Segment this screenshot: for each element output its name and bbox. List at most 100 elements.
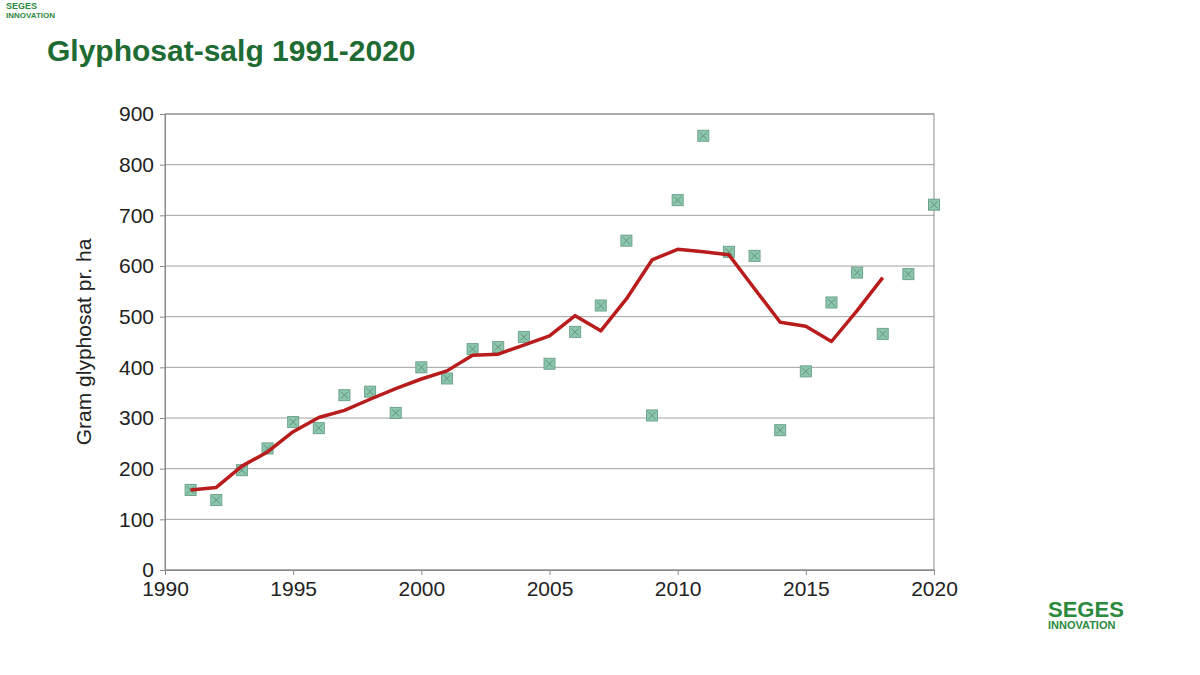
grid-line <box>165 519 934 520</box>
point-cross <box>905 271 912 278</box>
x-tick-mark <box>421 570 422 575</box>
point-group <box>621 235 632 246</box>
point <box>800 366 811 377</box>
point-group <box>313 423 324 434</box>
x-tick-label: 2020 <box>911 577 958 600</box>
y-tick: 0 <box>142 558 165 581</box>
point-cross <box>213 497 220 504</box>
point-group <box>595 300 606 311</box>
point-cross <box>802 368 809 375</box>
point-cross <box>777 427 784 434</box>
point <box>493 342 504 353</box>
point-cross <box>751 252 758 259</box>
y-tick-mark <box>160 418 165 419</box>
point <box>903 269 914 280</box>
point-group <box>647 410 658 421</box>
grid <box>165 114 934 570</box>
y-tick-label: 300 <box>119 406 154 429</box>
x-tick: 1995 <box>270 570 317 600</box>
x-tick-label: 1995 <box>270 577 317 600</box>
point <box>518 331 529 342</box>
point <box>621 235 632 246</box>
point-cross <box>443 375 450 382</box>
y-tick-mark <box>160 367 165 368</box>
point-group <box>416 362 427 373</box>
point-group <box>211 495 222 506</box>
grid-line <box>165 266 934 267</box>
point-group <box>826 297 837 308</box>
point-cross <box>597 302 604 309</box>
point <box>775 425 786 436</box>
plot-area <box>185 130 939 505</box>
point <box>852 267 863 278</box>
point-group <box>852 267 863 278</box>
point <box>570 326 581 337</box>
x-tick: 2020 <box>911 570 958 600</box>
point-cross <box>572 328 579 335</box>
grid-line <box>165 215 934 216</box>
trend-line <box>191 249 883 490</box>
point-group <box>570 326 581 337</box>
logo-subtitle: INNOVATION <box>1048 619 1115 631</box>
point-group <box>467 344 478 355</box>
y-tick-mark <box>160 469 165 470</box>
x-tick: 2005 <box>527 570 574 600</box>
plot-frame <box>165 114 934 570</box>
point <box>416 362 427 373</box>
point-cross <box>879 330 886 337</box>
grid-line <box>165 468 934 469</box>
y-tick: 300 <box>119 406 165 429</box>
x-tick-mark <box>678 570 679 575</box>
point-group <box>441 373 452 384</box>
x-tick: 2000 <box>398 570 445 600</box>
y-tick-label: 200 <box>119 457 154 480</box>
point-group <box>877 328 888 339</box>
point-group <box>339 390 350 401</box>
y-tick: 900 <box>119 102 165 125</box>
y-tick-label: 800 <box>119 153 154 176</box>
x-tick-mark <box>934 570 935 575</box>
x-tick-label: 2010 <box>655 577 702 600</box>
point <box>211 495 222 506</box>
x-axis: 1990199520002005201020152020 <box>142 570 958 600</box>
point-cross <box>674 197 681 204</box>
point-group <box>390 407 401 418</box>
y-tick-mark <box>160 215 165 216</box>
point-cross <box>649 412 656 419</box>
y-axis: 0100200300400500600700800900 <box>119 102 166 581</box>
logo-subtitle: INNOVATION <box>6 11 55 20</box>
point-cross <box>341 392 348 399</box>
x-axis-line <box>166 571 935 576</box>
point <box>288 417 299 428</box>
point-cross <box>623 237 630 244</box>
y-tick-mark <box>160 165 165 166</box>
point-cross <box>700 132 707 139</box>
point-cross <box>392 409 399 416</box>
point <box>313 423 324 434</box>
point <box>929 199 940 210</box>
point-group <box>698 130 709 141</box>
grid-line <box>165 164 934 165</box>
point-group <box>493 342 504 353</box>
point-group <box>672 195 683 206</box>
point <box>749 250 760 261</box>
point-group <box>749 250 760 261</box>
x-tick-mark <box>550 570 551 575</box>
y-tick-mark <box>160 114 165 115</box>
y-tick-label: 900 <box>119 102 154 125</box>
point <box>365 386 376 397</box>
y-tick-label: 100 <box>119 508 154 531</box>
point <box>467 344 478 355</box>
point-group <box>903 269 914 280</box>
x-tick-label: 2000 <box>398 577 445 600</box>
point-cross <box>495 344 502 351</box>
x-tick: 2015 <box>783 570 830 600</box>
y-axis-line <box>160 115 166 571</box>
point <box>647 410 658 421</box>
point-cross <box>546 360 553 367</box>
y-tick-mark <box>160 266 165 267</box>
y-axis-title: Gram glyphosat pr. ha <box>72 238 95 445</box>
point-cross <box>520 333 527 340</box>
point <box>672 195 683 206</box>
point-group <box>544 358 555 369</box>
